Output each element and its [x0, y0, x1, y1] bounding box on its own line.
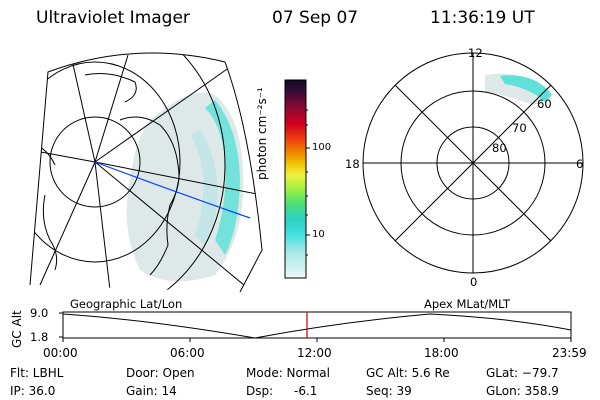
polar-plot-caption: Apex MLat/MLT: [424, 297, 511, 311]
altitude-ytick-low: 1.8: [30, 330, 49, 344]
geo-map-caption: Geographic Lat/Lon: [70, 297, 183, 311]
observation-date: 07 Sep 07: [272, 8, 359, 28]
time-tick-0600: 06:00: [170, 346, 205, 360]
time-tick-1800: 18:00: [424, 346, 459, 360]
app-title: Ultraviolet Imager: [36, 8, 190, 28]
mlt-label-6: 6: [576, 157, 584, 171]
mlat-label-70: 70: [512, 121, 527, 135]
time-tick-0000: 00:00: [43, 346, 78, 360]
door-info: Door: Open: [126, 366, 195, 380]
altitude-ylabel: GC Alt: [10, 310, 24, 348]
filter-info: Flt: LBHL: [10, 366, 64, 380]
gc-alt-info: GC Alt: 5.6 Re: [366, 366, 450, 380]
mlat-label-60: 60: [537, 97, 552, 111]
aurora-emission-geo: [126, 92, 244, 282]
time-tick-2359: 23:59: [552, 346, 587, 360]
colorbar: [284, 79, 310, 279]
mlt-label-12: 12: [468, 46, 483, 60]
altitude-strip: [59, 311, 572, 342]
polar-plot: [362, 52, 584, 274]
aurora-emission-polar: [485, 73, 552, 105]
seq-info: Seq: 39: [366, 384, 412, 398]
mode-info: Mode: Normal: [246, 366, 330, 380]
colorbar-tick-100: 100: [312, 142, 332, 153]
mlt-label-0: 0: [470, 275, 478, 289]
colorbar-tick-10: 10: [312, 229, 325, 240]
observation-time: 11:36:19 UT: [430, 8, 535, 28]
ip-info: IP: 36.0: [10, 384, 56, 398]
altitude-curve: [62, 313, 572, 339]
aurora-oval-geo: [205, 100, 240, 255]
dsp-label: Dsp:: [246, 384, 274, 398]
altitude-ytick-high: 9.0: [30, 306, 49, 320]
dsp-value: -6.1: [294, 384, 318, 398]
mlt-label-18: 18: [345, 157, 360, 171]
time-tick-1200: 12:00: [297, 346, 332, 360]
colorbar-unit-label: photon cm⁻²s⁻¹: [255, 87, 269, 180]
glat-info: GLat: −79.7: [486, 366, 559, 380]
geographic-map: [29, 52, 263, 293]
mlat-label-80: 80: [492, 141, 507, 155]
satellite-track: [94, 161, 251, 219]
glon-info: GLon: 358.9: [486, 384, 559, 398]
gain-info: Gain: 14: [126, 384, 177, 398]
